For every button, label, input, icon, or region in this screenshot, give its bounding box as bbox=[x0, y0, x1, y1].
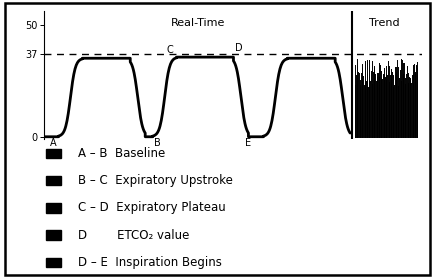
Text: Real-Time: Real-Time bbox=[170, 18, 224, 28]
Text: E: E bbox=[245, 138, 251, 148]
FancyBboxPatch shape bbox=[5, 3, 429, 275]
Text: D        ETCO₂ value: D ETCO₂ value bbox=[78, 229, 189, 242]
Text: C – D  Expiratory Plateau: C – D Expiratory Plateau bbox=[78, 202, 225, 214]
Bar bbox=[46, 258, 61, 267]
Text: C: C bbox=[167, 45, 173, 55]
Bar bbox=[46, 149, 61, 158]
Text: A – B  Baseline: A – B Baseline bbox=[78, 147, 164, 160]
Text: Trend: Trend bbox=[368, 18, 399, 28]
Text: D: D bbox=[234, 43, 242, 53]
Text: B – C  Expiratory Upstroke: B – C Expiratory Upstroke bbox=[78, 174, 232, 187]
Bar bbox=[46, 203, 61, 212]
Text: D – E  Inspiration Begins: D – E Inspiration Begins bbox=[78, 256, 221, 269]
Text: B: B bbox=[154, 138, 161, 148]
Text: A: A bbox=[50, 138, 57, 148]
Bar bbox=[46, 176, 61, 185]
Bar bbox=[46, 230, 61, 240]
